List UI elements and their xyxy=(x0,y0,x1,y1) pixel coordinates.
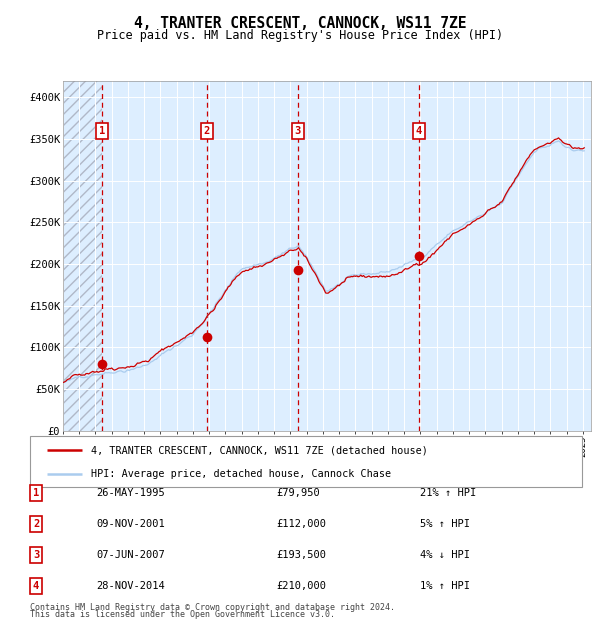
Text: 07-JUN-2007: 07-JUN-2007 xyxy=(96,550,165,560)
Text: HPI: Average price, detached house, Cannock Chase: HPI: Average price, detached house, Cann… xyxy=(91,469,391,479)
Text: £210,000: £210,000 xyxy=(276,581,326,591)
Text: 3: 3 xyxy=(295,126,301,136)
Text: 1: 1 xyxy=(33,488,39,498)
Text: 28-NOV-2014: 28-NOV-2014 xyxy=(96,581,165,591)
Text: Price paid vs. HM Land Registry's House Price Index (HPI): Price paid vs. HM Land Registry's House … xyxy=(97,29,503,42)
Text: 5% ↑ HPI: 5% ↑ HPI xyxy=(420,519,470,529)
Text: 1: 1 xyxy=(99,126,105,136)
Text: 21% ↑ HPI: 21% ↑ HPI xyxy=(420,488,476,498)
FancyBboxPatch shape xyxy=(30,436,582,487)
Text: Contains HM Land Registry data © Crown copyright and database right 2024.: Contains HM Land Registry data © Crown c… xyxy=(30,603,395,612)
Text: £79,950: £79,950 xyxy=(276,488,320,498)
Text: This data is licensed under the Open Government Licence v3.0.: This data is licensed under the Open Gov… xyxy=(30,610,335,619)
Text: 26-MAY-1995: 26-MAY-1995 xyxy=(96,488,165,498)
Text: £112,000: £112,000 xyxy=(276,519,326,529)
Text: 4% ↓ HPI: 4% ↓ HPI xyxy=(420,550,470,560)
Text: 4, TRANTER CRESCENT, CANNOCK, WS11 7ZE (detached house): 4, TRANTER CRESCENT, CANNOCK, WS11 7ZE (… xyxy=(91,445,428,455)
Text: 2: 2 xyxy=(33,519,39,529)
Text: 1% ↑ HPI: 1% ↑ HPI xyxy=(420,581,470,591)
Text: 4: 4 xyxy=(416,126,422,136)
Text: 4: 4 xyxy=(33,581,39,591)
Text: 2: 2 xyxy=(204,126,210,136)
Text: £193,500: £193,500 xyxy=(276,550,326,560)
Text: 3: 3 xyxy=(33,550,39,560)
Text: 4, TRANTER CRESCENT, CANNOCK, WS11 7ZE: 4, TRANTER CRESCENT, CANNOCK, WS11 7ZE xyxy=(134,16,466,30)
Text: 09-NOV-2001: 09-NOV-2001 xyxy=(96,519,165,529)
